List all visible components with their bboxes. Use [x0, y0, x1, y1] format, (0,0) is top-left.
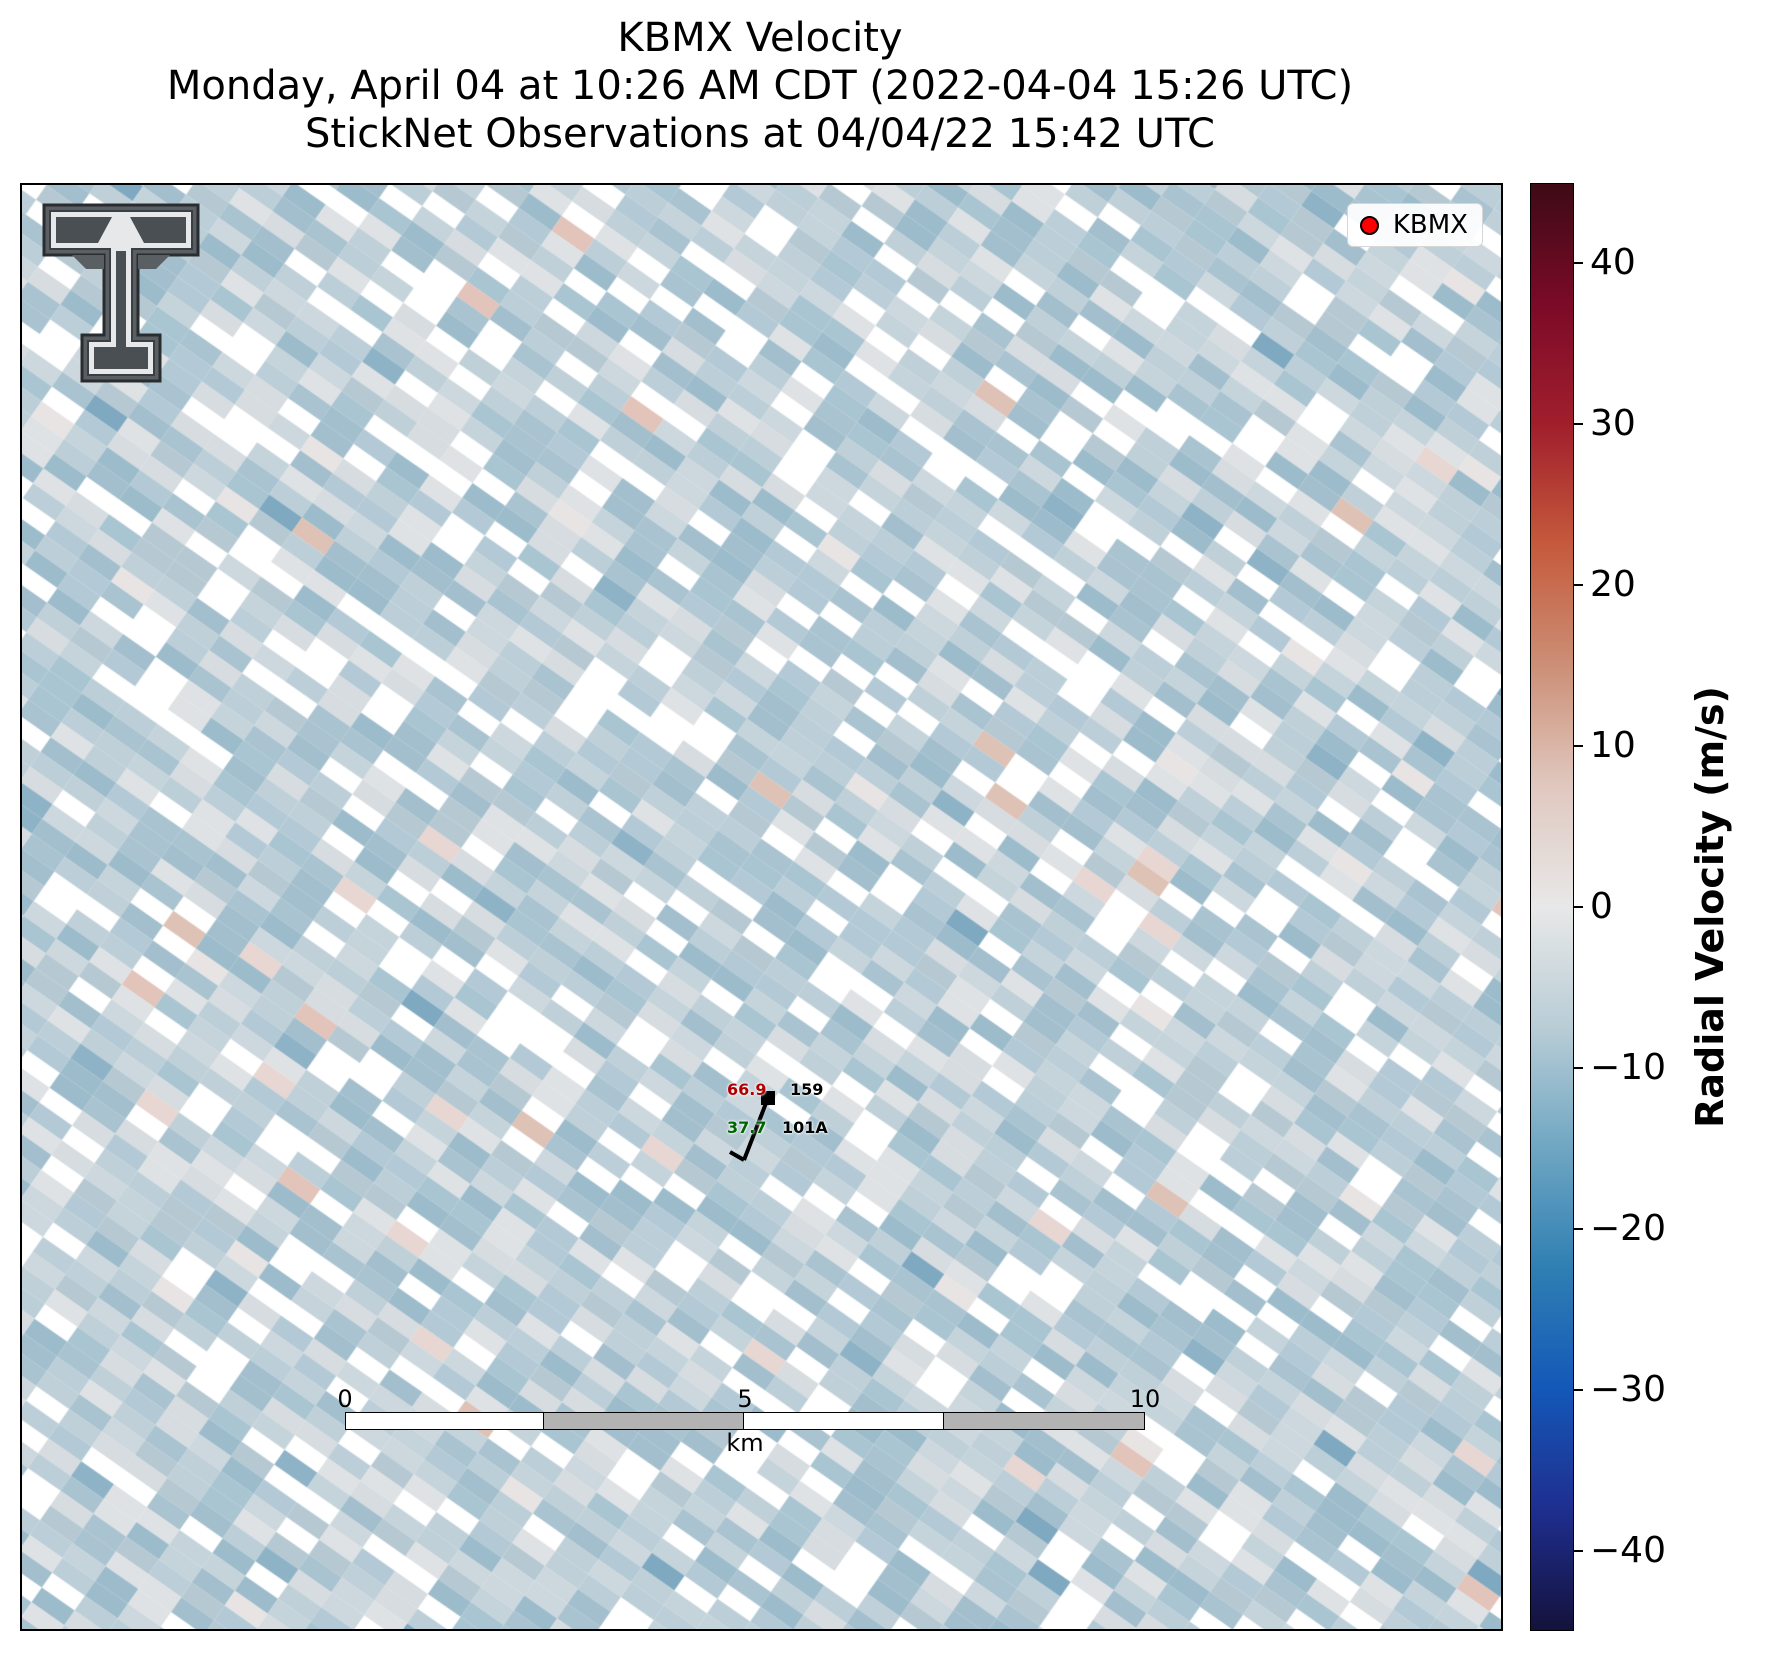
- title-line-2: Monday, April 04 at 10:26 AM CDT (2022-0…: [166, 63, 1354, 109]
- radar-map[interactable]: KBMX 66.9 159 37.7 101A: [20, 183, 1503, 1631]
- colorbar-tick-label: −40: [1590, 1529, 1666, 1571]
- colorbar-tick-mark: [1574, 262, 1583, 265]
- title-line-3: StickNet Observations at 04/04/22 15:42 …: [305, 111, 1215, 157]
- radial-velocity-field: [22, 185, 1501, 1629]
- station-159-id: 159: [790, 1080, 824, 1099]
- wind-barb-icon: [729, 1091, 775, 1162]
- kbmx-radar-marker: [1359, 215, 1379, 235]
- station-159-value: 66.9: [727, 1080, 767, 1099]
- scale-segment-4: [943, 1412, 1145, 1430]
- colorbar-tick-mark: [1574, 584, 1583, 587]
- colorbar-ticks: 40 30 20 10 0 −10 −20 −30 −40: [1574, 183, 1674, 1631]
- scale-bar: 0 5 10 km: [337, 1385, 1160, 1457]
- scale-segment-1: [345, 1412, 545, 1430]
- scale-segment-2: [543, 1412, 745, 1430]
- map-legend: KBMX: [1346, 203, 1483, 247]
- scale-segment-3: [743, 1412, 945, 1430]
- chart-title: KBMX Velocity Monday, April 04 at 10:26 …: [20, 14, 1500, 158]
- colorbar-tick-mark: [1574, 1388, 1583, 1391]
- colorbar-tick-mark: [1574, 906, 1583, 908]
- legend-label: KBMX: [1392, 210, 1468, 240]
- title-line-1: KBMX Velocity: [617, 15, 903, 61]
- colorbar-tick-label: 30: [1590, 403, 1636, 445]
- scale-tick-10: 10: [1129, 1385, 1161, 1413]
- colorbar-label: Radial Velocity (m/s): [1688, 686, 1732, 1128]
- colorbar-tick-mark: [1574, 745, 1583, 748]
- station-101a-id: 101A: [782, 1118, 828, 1137]
- colorbar-tick-label: −10: [1590, 1046, 1666, 1088]
- colorbar-tick-label: −30: [1590, 1368, 1666, 1410]
- station-101a-value: 37.7: [727, 1118, 767, 1137]
- colorbar-tick-label: −20: [1590, 1207, 1666, 1249]
- scale-tick-0: 0: [337, 1385, 353, 1413]
- scale-unit: km: [726, 1429, 764, 1457]
- scale-tick-5: 5: [737, 1385, 753, 1413]
- colorbar-tick-label: 10: [1590, 725, 1636, 767]
- colorbar-tick-label: 40: [1590, 242, 1636, 284]
- colorbar-tick-label: 20: [1590, 564, 1636, 606]
- colorbar-tick-mark: [1574, 1549, 1583, 1552]
- colorbar: [1530, 183, 1574, 1631]
- colorbar-tick-label: 0: [1590, 886, 1613, 927]
- colorbar-tick-mark: [1574, 423, 1583, 426]
- colorbar-tick-mark: [1574, 1227, 1583, 1230]
- texas-tech-double-t-logo: [42, 203, 200, 383]
- colorbar-tick-mark: [1574, 1066, 1583, 1069]
